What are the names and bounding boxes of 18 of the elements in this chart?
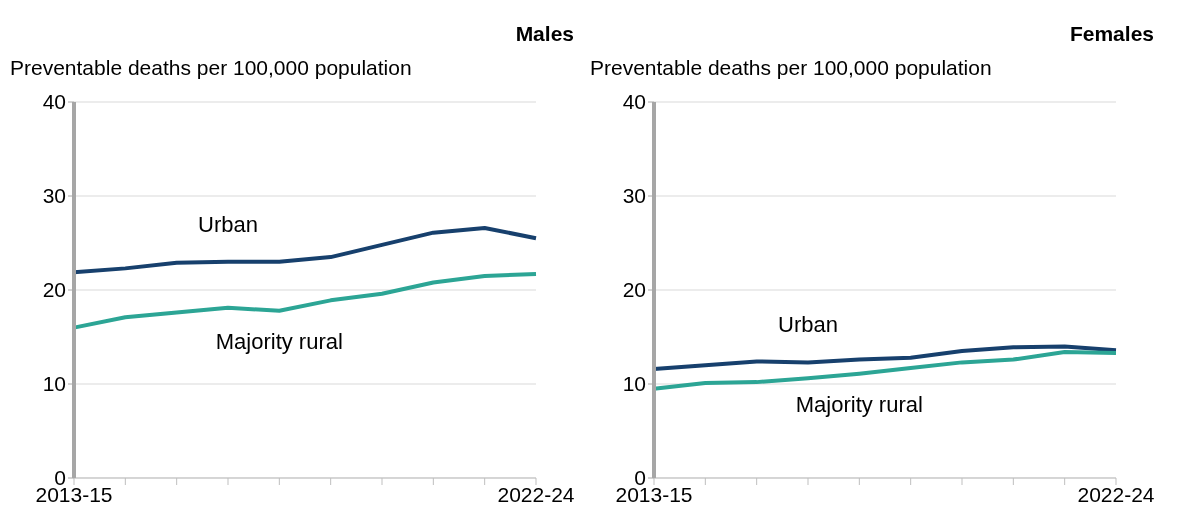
y-axis-title: Preventable deaths per 100,000 population (590, 56, 992, 80)
y-tick-label: 10 (42, 372, 66, 396)
y-tick-label: 10 (622, 372, 646, 396)
y-tick-label: 30 (42, 184, 66, 208)
y-tick-label: 20 (42, 278, 66, 302)
chart-title: Females (1069, 22, 1154, 46)
series-label: Urban (198, 211, 258, 237)
series-label: Majority rural (795, 391, 923, 417)
series-label: Majority rural (215, 328, 343, 354)
y-axis-title: Preventable deaths per 100,000 population (10, 56, 412, 80)
y-tick-label: 20 (622, 278, 646, 302)
y-tick-label: 40 (42, 90, 66, 114)
y-tick-label: 30 (622, 184, 646, 208)
chart-title: Males (515, 22, 574, 46)
y-tick-label: 40 (622, 90, 646, 114)
series-label: Urban (778, 312, 838, 338)
x-tick-label: 2022-24 (497, 482, 575, 506)
x-tick-label: 2022-24 (1077, 482, 1155, 506)
